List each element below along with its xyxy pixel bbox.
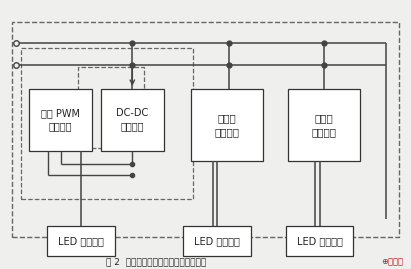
Text: 反馈 PWM
调节电路: 反馈 PWM 调节电路 <box>41 108 80 131</box>
Text: ⊕鼎达信: ⊕鼎达信 <box>381 257 403 266</box>
Bar <box>29 89 92 151</box>
Bar <box>47 226 115 256</box>
Bar <box>183 226 251 256</box>
Bar <box>12 22 399 237</box>
Bar <box>21 48 193 199</box>
Text: LED 显示模块: LED 显示模块 <box>58 236 104 246</box>
Text: 可扩展
输出模块: 可扩展 输出模块 <box>311 114 336 137</box>
Bar <box>78 67 144 148</box>
Bar <box>101 89 164 151</box>
Bar <box>288 89 360 161</box>
Text: LED 显示模块: LED 显示模块 <box>297 236 342 246</box>
Text: LED 显示模块: LED 显示模块 <box>194 236 240 246</box>
Bar <box>191 89 263 161</box>
Text: 可扩展
输出模块: 可扩展 输出模块 <box>215 114 240 137</box>
Bar <box>286 226 353 256</box>
Text: DC-DC
变换电路: DC-DC 变换电路 <box>116 108 149 131</box>
Text: 图 2  可扩展输出模块阵列的内部结构图: 图 2 可扩展输出模块阵列的内部结构图 <box>106 257 206 266</box>
